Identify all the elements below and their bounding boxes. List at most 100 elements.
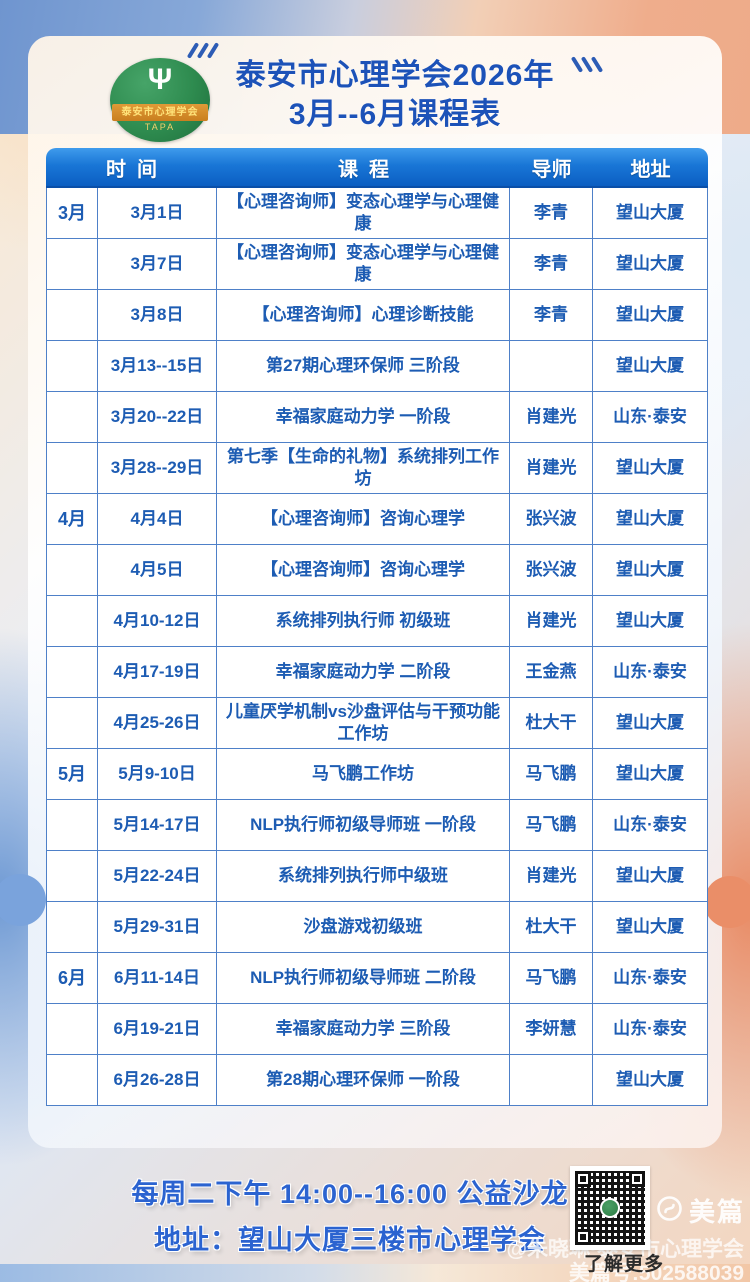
col-header-location: 地址 xyxy=(630,158,671,181)
table-header: 时 间 课 程 导师 地址 xyxy=(46,148,708,188)
cell-location: 望山大厦 xyxy=(593,239,708,290)
table-row: 4月25-26日 儿童厌学机制vs沙盘评估与干预功能工作坊 杜大干 望山大厦 xyxy=(46,698,708,749)
cell-location: 山东·泰安 xyxy=(593,800,708,851)
cell-date: 3月7日 xyxy=(98,239,217,290)
col-header-time: 时 间 xyxy=(105,158,158,181)
cell-instructor: 李妍慧 xyxy=(510,1004,593,1055)
cell-course: 幸福家庭动力学 三阶段 xyxy=(217,1004,510,1055)
cell-month xyxy=(46,1004,98,1055)
cell-location: 望山大厦 xyxy=(593,443,708,494)
cell-course: 第27期心理环保师 三阶段 xyxy=(217,341,510,392)
cell-date: 5月22-24日 xyxy=(98,851,217,902)
cell-date: 6月11-14日 xyxy=(98,953,217,1004)
table-row: 6月19-21日 幸福家庭动力学 三阶段 李妍慧 山东·泰安 xyxy=(46,1004,708,1055)
qr-code[interactable] xyxy=(570,1166,650,1250)
cell-instructor: 肖建光 xyxy=(510,443,593,494)
cell-month xyxy=(46,596,98,647)
cell-instructor: 王金燕 xyxy=(510,647,593,698)
table-row: 6月26-28日 第28期心理环保师 一阶段 望山大厦 xyxy=(46,1055,708,1106)
cell-location: 山东·泰安 xyxy=(593,953,708,1004)
table-row: 5月 5月9-10日 马飞鹏工作坊 马飞鹏 望山大厦 xyxy=(46,749,708,800)
cell-date: 3月13--15日 xyxy=(98,341,217,392)
cell-month xyxy=(46,443,98,494)
table-row: 3月 3月1日 【心理咨询师】变态心理学与心理健康 李青 望山大厦 xyxy=(46,188,708,239)
qr-center-logo-icon xyxy=(600,1198,620,1218)
table-body: 3月 3月1日 【心理咨询师】变态心理学与心理健康 李青 望山大厦 3月7日 【… xyxy=(46,188,708,1106)
psi-icon: Ψ xyxy=(147,63,173,96)
cell-instructor: 马飞鹏 xyxy=(510,800,593,851)
cell-course: 第七季【生命的礼物】系统排列工作坊 xyxy=(217,443,510,494)
table-row: 4月 4月4日 【心理咨询师】咨询心理学 张兴波 望山大厦 xyxy=(46,494,708,545)
cell-month xyxy=(46,341,98,392)
cell-instructor: 李青 xyxy=(510,290,593,341)
cell-course: 系统排列执行师 初级班 xyxy=(217,596,510,647)
cell-date: 5月29-31日 xyxy=(98,902,217,953)
org-logo: Ψ 泰安市心理学会 TAPA xyxy=(110,58,210,142)
table-row: 3月8日 【心理咨询师】心理诊断技能 李青 望山大厦 xyxy=(46,290,708,341)
cell-month xyxy=(46,647,98,698)
page-title: 泰安市心理学会2026年 3月--6月课程表 xyxy=(160,56,630,134)
cell-month xyxy=(46,698,98,749)
col-header-instructor: 导师 xyxy=(531,158,572,181)
cell-course: 幸福家庭动力学 二阶段 xyxy=(217,647,510,698)
cell-date: 6月19-21日 xyxy=(98,1004,217,1055)
cell-instructor: 马飞鹏 xyxy=(510,953,593,1004)
cell-instructor xyxy=(510,341,593,392)
cell-location: 望山大厦 xyxy=(593,902,708,953)
cell-month: 6月 xyxy=(46,953,98,1004)
cell-location: 望山大厦 xyxy=(593,494,708,545)
cell-date: 4月17-19日 xyxy=(98,647,217,698)
logo-org-name: 泰安市心理学会 xyxy=(112,104,208,121)
cell-date: 6月26-28日 xyxy=(98,1055,217,1106)
watermark-id: 美篇号:502588039 xyxy=(568,1262,744,1282)
cell-course: 系统排列执行师中级班 xyxy=(217,851,510,902)
meipian-brand: 美篇 xyxy=(656,1192,745,1229)
footer-address: 地址：望山大厦三楼市心理学会 xyxy=(154,1225,546,1255)
cell-instructor xyxy=(510,1055,593,1106)
cell-month xyxy=(46,851,98,902)
title-line1: 泰安市心理学会2026年 xyxy=(235,59,555,92)
qr-finder-icon xyxy=(575,1229,591,1245)
cell-instructor: 马飞鹏 xyxy=(510,749,593,800)
cell-month xyxy=(46,1055,98,1106)
qr-finder-icon xyxy=(629,1171,645,1187)
cell-instructor: 肖建光 xyxy=(510,392,593,443)
cell-month xyxy=(46,290,98,341)
cell-course: 【心理咨询师】心理诊断技能 xyxy=(217,290,510,341)
schedule-table: 时 间 课 程 导师 地址 3月 3月1日 【心理咨询师】变态心理学与心理健康 … xyxy=(46,148,708,1106)
cell-course: 第28期心理环保师 一阶段 xyxy=(217,1055,510,1106)
table-row: 6月 6月11-14日 NLP执行师初级导师班 二阶段 马飞鹏 山东·泰安 xyxy=(46,953,708,1004)
table-row: 4月5日 【心理咨询师】咨询心理学 张兴波 望山大厦 xyxy=(46,545,708,596)
left-edge-bump xyxy=(0,874,46,926)
cell-month: 5月 xyxy=(46,749,98,800)
table-row: 4月17-19日 幸福家庭动力学 二阶段 王金燕 山东·泰安 xyxy=(46,647,708,698)
table-row: 3月28--29日 第七季【生命的礼物】系统排列工作坊 肖建光 望山大厦 xyxy=(46,443,708,494)
cell-date: 3月28--29日 xyxy=(98,443,217,494)
table-row: 3月20--22日 幸福家庭动力学 一阶段 肖建光 山东·泰安 xyxy=(46,392,708,443)
cell-course: 儿童厌学机制vs沙盘评估与干预功能工作坊 xyxy=(217,698,510,749)
cell-course: 【心理咨询师】咨询心理学 xyxy=(217,545,510,596)
cell-instructor: 张兴波 xyxy=(510,494,593,545)
cell-location: 望山大厦 xyxy=(593,851,708,902)
cell-location: 望山大厦 xyxy=(593,188,708,239)
cell-location: 望山大厦 xyxy=(593,341,708,392)
cell-course: 【心理咨询师】咨询心理学 xyxy=(217,494,510,545)
qr-finder-icon xyxy=(575,1171,591,1187)
cell-month xyxy=(46,392,98,443)
cell-course: NLP执行师初级导师班 二阶段 xyxy=(217,953,510,1004)
table-row: 3月7日 【心理咨询师】变态心理学与心理健康 李青 望山大厦 xyxy=(46,239,708,290)
table-row: 5月22-24日 系统排列执行师中级班 肖建光 望山大厦 xyxy=(46,851,708,902)
footer-salon-info: 每周二下午 14:00--16:00 公益沙龙 xyxy=(131,1179,569,1209)
cell-date: 3月20--22日 xyxy=(98,392,217,443)
logo-abbr: TAPA xyxy=(144,122,176,132)
cell-course: 【心理咨询师】变态心理学与心理健康 xyxy=(217,188,510,239)
cell-location: 望山大厦 xyxy=(593,545,708,596)
table-row: 3月13--15日 第27期心理环保师 三阶段 望山大厦 xyxy=(46,341,708,392)
cell-course: 幸福家庭动力学 一阶段 xyxy=(217,392,510,443)
cell-month xyxy=(46,545,98,596)
qr-pattern xyxy=(575,1171,645,1245)
bottom-strip xyxy=(0,1264,750,1282)
cell-month: 3月 xyxy=(46,188,98,239)
cell-date: 3月8日 xyxy=(98,290,217,341)
cell-date: 5月9-10日 xyxy=(98,749,217,800)
